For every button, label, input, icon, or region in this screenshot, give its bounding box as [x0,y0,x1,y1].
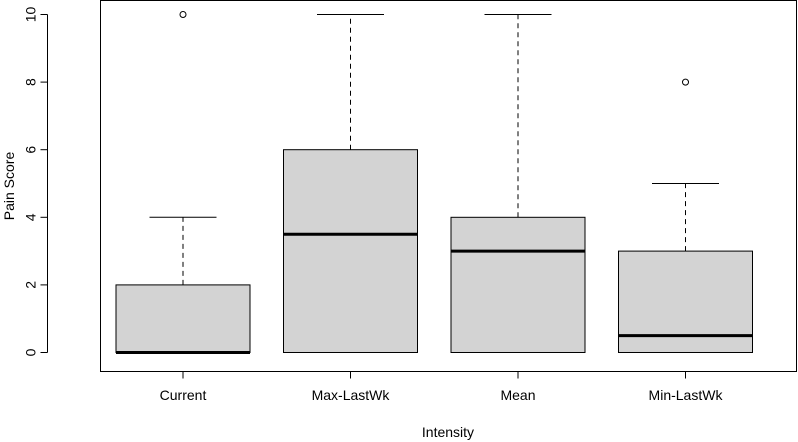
box-mean [450,14,586,353]
box-iqr [618,250,753,354]
box-iqr [115,284,251,353]
box-current [115,11,251,354]
x-tick-label: Current [160,387,207,403]
y-tick-label: 0 [23,348,39,356]
outlier-point [682,78,689,86]
box-max-lastwk [283,14,418,353]
x-tick-label: Min-LastWk [649,387,724,403]
x-tick-label: Max-LastWk [312,387,391,403]
y-axis-label: Pain Score [1,152,17,221]
boxes [115,11,753,354]
box-iqr [450,216,586,353]
y-tick-label: 4 [23,213,39,221]
y-tick-label: 2 [23,281,39,289]
y-tick-label: 10 [23,7,39,23]
box-iqr [283,149,418,353]
outlier-point [179,11,187,18]
x-axis: Current Max-LastWk Mean Min-LastWk [160,371,724,403]
box-min-lastwk [618,78,753,354]
y-axis: 0 2 4 6 8 10 [23,7,48,356]
x-tick-label: Mean [500,387,535,403]
y-tick-label: 8 [23,78,39,86]
plot-frame [100,0,797,372]
x-axis-label: Intensity [422,424,474,440]
y-tick-label: 6 [23,146,39,154]
